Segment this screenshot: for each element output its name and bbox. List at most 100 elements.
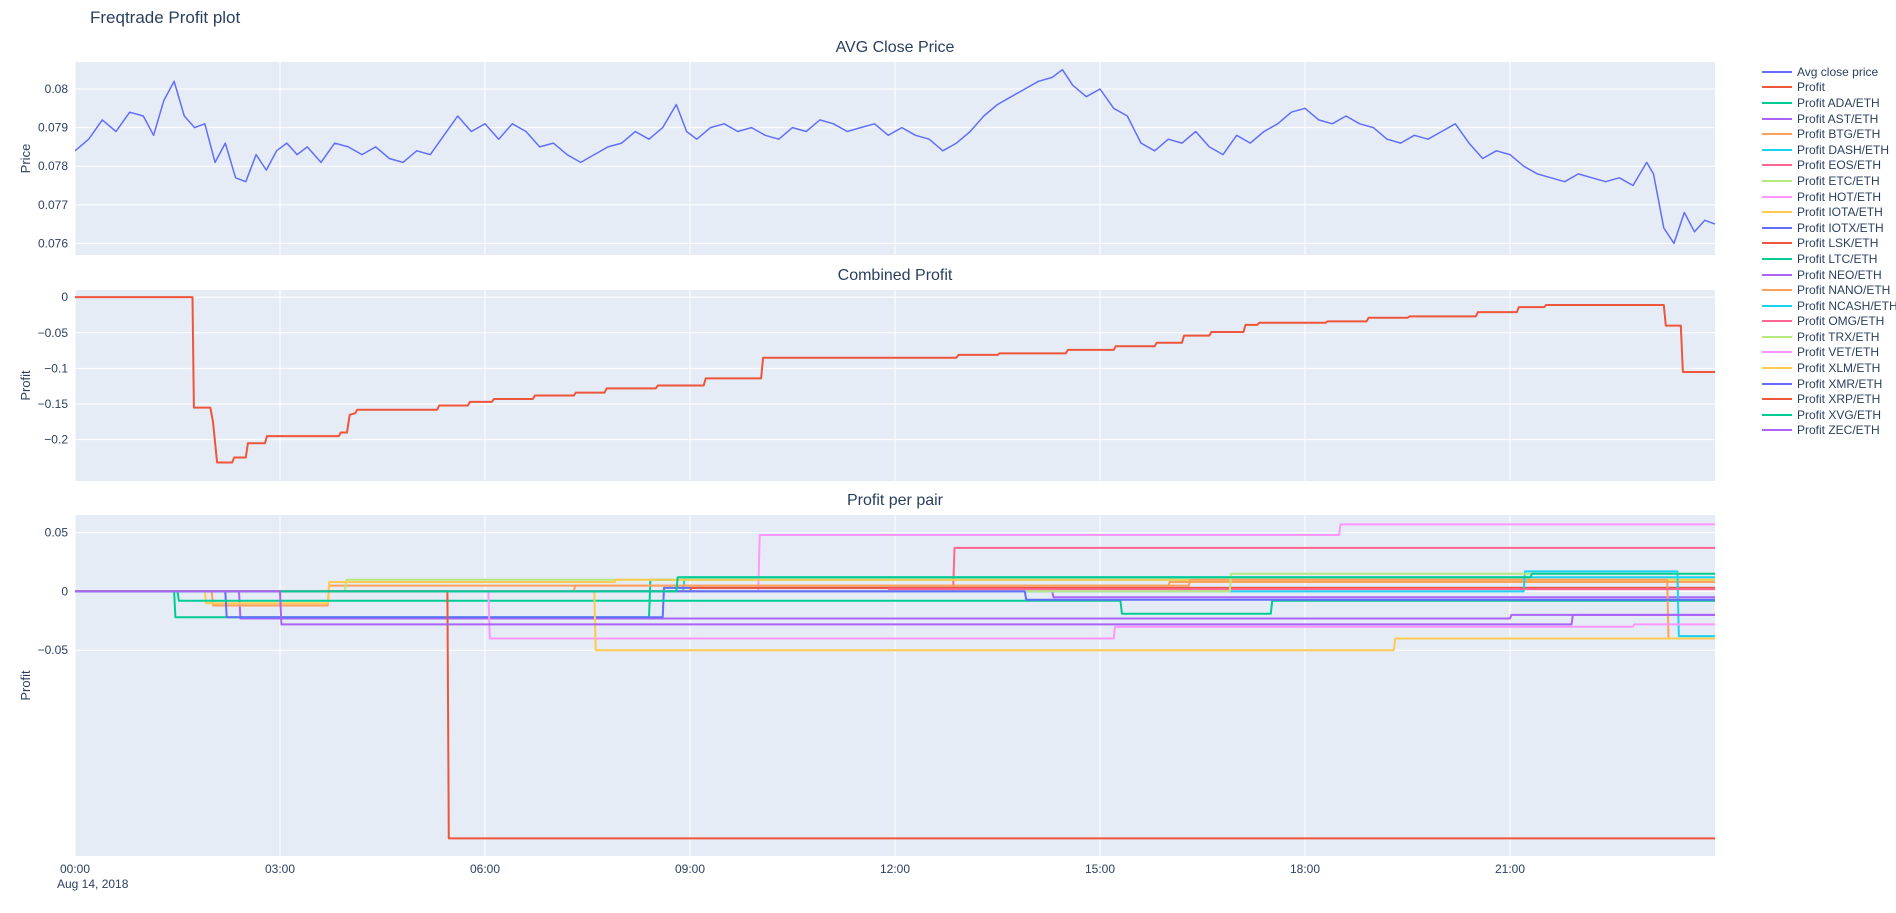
legend-item-profit-xvg-eth[interactable]: Profit XVG/ETH [1762, 407, 1896, 423]
page-title: Freqtrade Profit plot [90, 8, 241, 27]
legend-line-swatch [1762, 70, 1792, 73]
legend-line-swatch [1762, 335, 1792, 338]
y-tick-label: 0.078 [38, 159, 68, 173]
legend-label: Profit HOT/ETH [1797, 189, 1882, 204]
y-tick-label: −0.15 [38, 397, 69, 411]
legend-label: Profit NEO/ETH [1797, 267, 1882, 282]
subplot-1: 0 −0.05 −0.1 −0.15 −0.2 Combined Profit Profit [18, 267, 1715, 481]
legend-label: Profit DASH/ETH [1797, 142, 1890, 157]
subplot-title: Combined Profit [838, 267, 953, 284]
legend-label: Profit ETC/ETH [1797, 173, 1880, 188]
legend-item-profit-ltc-eth[interactable]: Profit LTC/ETH [1762, 251, 1896, 267]
legend-line-swatch [1762, 320, 1792, 323]
legend-item-profit-lsk-eth[interactable]: Profit LSK/ETH [1762, 236, 1896, 252]
legend-label: Profit LSK/ETH [1797, 236, 1879, 251]
legend: Avg close price Profit Profit ADA/ETH Profi… [1762, 64, 1896, 438]
x-axis-date-annotation: Aug 14, 2018 [57, 877, 129, 891]
legend-label: Profit TRX/ETH [1797, 329, 1880, 344]
y-tick-label: −0.1 [44, 361, 68, 375]
legend-item-profit-ada-eth[interactable]: Profit ADA/ETH [1762, 95, 1896, 111]
legend-item-profit-hot-eth[interactable]: Profit HOT/ETH [1762, 189, 1896, 205]
series-profit-ncash-eth [75, 570, 1715, 638]
y-tick-label: −0.05 [38, 643, 69, 657]
subplot-2: 00:00 03:00 06:00 09:00 12:00 15:00 18:00 21:00… [18, 492, 1715, 891]
legend-line-swatch [1762, 367, 1792, 370]
legend-item-profit-omg-eth[interactable]: Profit OMG/ETH [1762, 314, 1896, 330]
subplot-0: 0.08 0.079 0.078 0.077 0.076 AVG Close Price P… [18, 39, 1715, 255]
x-tick-label: 09:00 [675, 862, 705, 876]
legend-item-profit-ncash-eth[interactable]: Profit NCASH/ETH [1762, 298, 1896, 314]
y-axis-title: Price [18, 144, 33, 174]
legend-line-swatch [1762, 226, 1792, 229]
legend-label: Avg close price [1797, 64, 1879, 79]
legend-label: Profit XLM/ETH [1797, 361, 1881, 376]
legend-item-avg-close-price[interactable]: Avg close price [1762, 64, 1896, 80]
legend-item-profit-neo-eth[interactable]: Profit NEO/ETH [1762, 267, 1896, 283]
x-tick-label: 15:00 [1085, 862, 1115, 876]
legend-item-profit[interactable]: Profit [1762, 80, 1896, 96]
legend-line-swatch [1762, 164, 1792, 167]
legend-item-profit-xmr-eth[interactable]: Profit XMR/ETH [1762, 376, 1896, 392]
series-profit-ltc-eth [75, 590, 1715, 615]
legend-label: Profit AST/ETH [1797, 111, 1879, 126]
y-axis-title: Profit [18, 670, 33, 701]
legend-line-swatch [1762, 429, 1792, 432]
legend-line-swatch [1762, 148, 1792, 151]
legend-label: Profit ADA/ETH [1797, 95, 1880, 110]
x-tick-label: 03:00 [265, 862, 295, 876]
legend-item-profit-xlm-eth[interactable]: Profit XLM/ETH [1762, 360, 1896, 376]
legend-line-swatch [1762, 398, 1792, 401]
legend-line-swatch [1762, 211, 1792, 214]
legend-item-profit-btg-eth[interactable]: Profit BTG/ETH [1762, 126, 1896, 142]
legend-item-profit-nano-eth[interactable]: Profit NANO/ETH [1762, 282, 1896, 298]
series-profit-zec-eth [75, 590, 1715, 626]
series-profit-vet-eth [75, 590, 1715, 640]
series-profit [75, 296, 1715, 464]
legend-line-swatch [1762, 382, 1792, 385]
x-tick-label: 12:00 [880, 862, 910, 876]
legend-line-swatch [1762, 86, 1792, 89]
legend-line-swatch [1762, 195, 1792, 198]
legend-label: Profit BTG/ETH [1797, 127, 1881, 142]
subplot-title: Profit per pair [847, 492, 944, 509]
x-tick-label: 00:00 [60, 862, 90, 876]
series-avg-close-price [75, 68, 1715, 245]
legend-item-profit-trx-eth[interactable]: Profit TRX/ETH [1762, 329, 1896, 345]
legend-item-profit-dash-eth[interactable]: Profit DASH/ETH [1762, 142, 1896, 158]
subplot-title: AVG Close Price [836, 39, 955, 56]
y-tick-label: 0 [61, 584, 68, 598]
x-tick-label: 21:00 [1495, 862, 1525, 876]
legend-label: Profit EOS/ETH [1797, 158, 1882, 173]
y-tick-label: −0.05 [38, 326, 69, 340]
legend-line-swatch [1762, 117, 1792, 120]
series-profit-iota-eth [75, 578, 1715, 605]
legend-item-profit-iotx-eth[interactable]: Profit IOTX/ETH [1762, 220, 1896, 236]
y-tick-label: 0.079 [38, 121, 68, 135]
legend-label: Profit XMR/ETH [1797, 376, 1883, 391]
legend-line-swatch [1762, 179, 1792, 182]
y-tick-label: 0.077 [38, 198, 68, 212]
legend-label: Profit IOTA/ETH [1797, 205, 1883, 220]
legend-item-profit-iota-eth[interactable]: Profit IOTA/ETH [1762, 204, 1896, 220]
y-tick-label: 0.05 [45, 526, 69, 540]
legend-line-swatch [1762, 289, 1792, 292]
legend-label: Profit [1797, 80, 1826, 95]
legend-item-profit-etc-eth[interactable]: Profit ETC/ETH [1762, 173, 1896, 189]
legend-line-swatch [1762, 351, 1792, 354]
legend-item-profit-zec-eth[interactable]: Profit ZEC/ETH [1762, 423, 1896, 439]
legend-label: Profit NANO/ETH [1797, 283, 1891, 298]
y-tick-label: 0.08 [45, 82, 69, 96]
legend-item-profit-vet-eth[interactable]: Profit VET/ETH [1762, 345, 1896, 361]
x-tick-label: 18:00 [1290, 862, 1320, 876]
legend-item-profit-xrp-eth[interactable]: Profit XRP/ETH [1762, 391, 1896, 407]
legend-line-swatch [1762, 413, 1792, 416]
legend-item-profit-eos-eth[interactable]: Profit EOS/ETH [1762, 158, 1896, 174]
y-axis-title: Profit [18, 370, 33, 401]
legend-label: Profit VET/ETH [1797, 345, 1880, 360]
legend-line-swatch [1762, 133, 1792, 136]
legend-item-profit-ast-eth[interactable]: Profit AST/ETH [1762, 111, 1896, 127]
legend-line-swatch [1762, 242, 1792, 245]
legend-label: Profit LTC/ETH [1797, 251, 1878, 266]
legend-label: Profit ZEC/ETH [1797, 423, 1880, 438]
legend-line-swatch [1762, 273, 1792, 276]
